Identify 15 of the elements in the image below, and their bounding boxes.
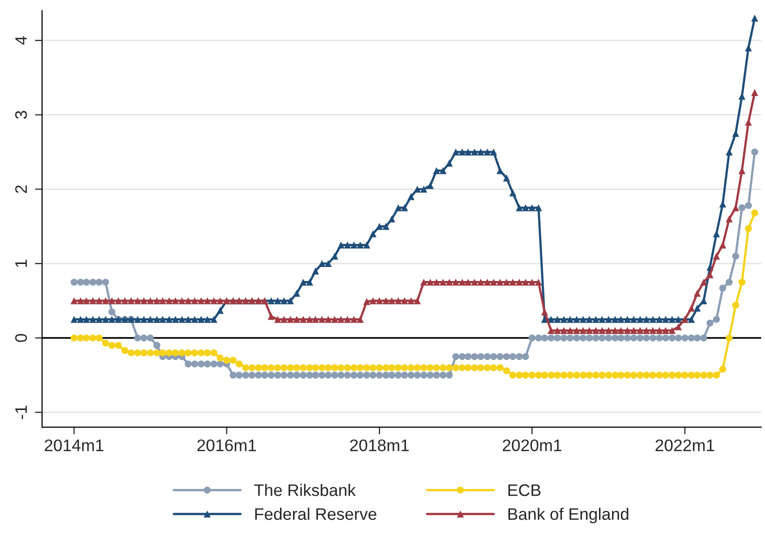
y-tick-label: 0 [15, 334, 27, 342]
legend-label: Federal Reserve [255, 508, 376, 520]
x-tick-label: 2014m1 [44, 439, 104, 452]
legend-label: The Riksbank [254, 484, 356, 496]
y-tick-label: -1 [15, 406, 27, 419]
y-tick-label: 2 [15, 185, 27, 193]
y-tick-label: 3 [15, 110, 27, 119]
x-tick-label: 2020m1 [502, 439, 562, 452]
y-tick-label: 4 [15, 36, 27, 45]
x-tick-label: 2018m1 [350, 439, 409, 452]
x-tick-label: 2022m1 [656, 439, 714, 452]
y-tick-label: 1 [15, 260, 27, 267]
legend-label: ECB [508, 484, 540, 496]
x-tick-label: 2016m1 [197, 439, 256, 452]
legend-label: Bank of England [508, 508, 628, 524]
